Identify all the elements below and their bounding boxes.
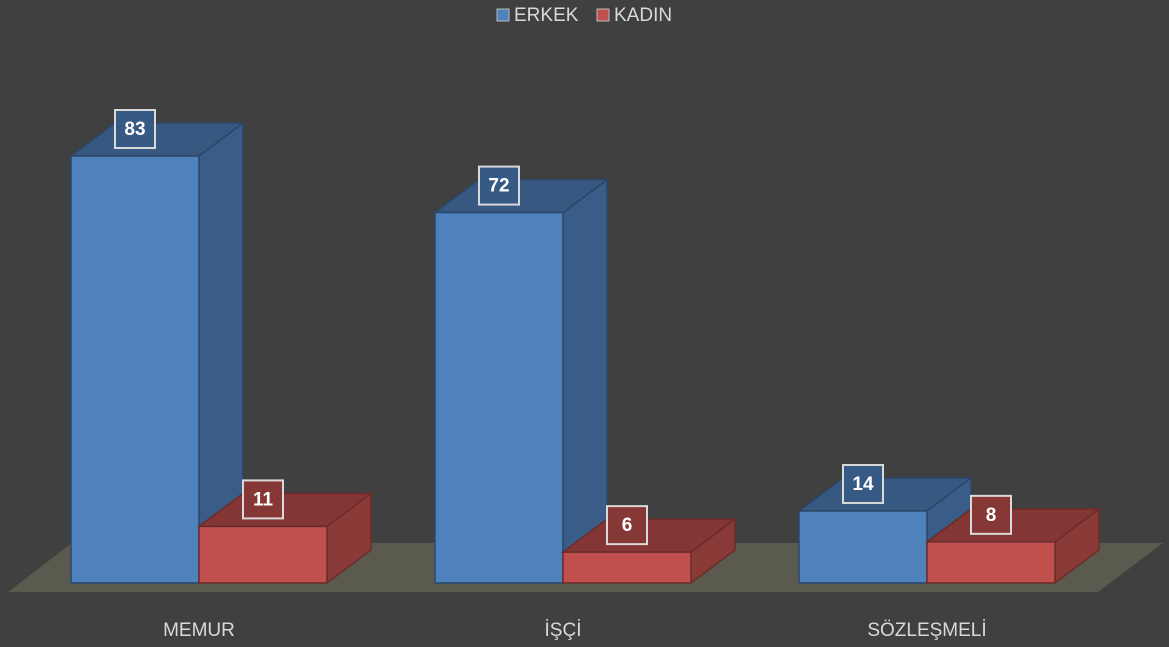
- bar-front: [198, 525, 328, 584]
- bar-side: [562, 178, 608, 585]
- bar: [196, 491, 374, 585]
- data-label-box: [606, 505, 648, 546]
- data-label: 11: [253, 489, 274, 510]
- bar-front: [798, 510, 928, 584]
- data-label-box: [114, 109, 156, 149]
- bar: [432, 178, 610, 585]
- data-label: 83: [124, 119, 145, 140]
- bar-front: [926, 541, 1056, 584]
- data-label-box: [478, 165, 520, 206]
- bar-front: [70, 155, 200, 584]
- x-tick-label: SÖZLEŞMELİ: [867, 620, 986, 641]
- bar: [68, 121, 246, 585]
- legend-swatch: [596, 8, 610, 22]
- data-label: 72: [488, 176, 509, 197]
- data-label: 8: [986, 505, 997, 526]
- bar-front: [434, 211, 564, 584]
- data-label-box: [970, 494, 1012, 535]
- bar-front: [562, 551, 692, 584]
- x-tick-label: İŞÇİ: [545, 620, 582, 641]
- legend-label: ERKEK: [514, 5, 579, 26]
- data-label-box: [242, 479, 284, 520]
- data-label-box: [842, 463, 884, 504]
- legend-swatch: [496, 8, 510, 22]
- data-label: 6: [622, 515, 633, 536]
- x-tick-label: MEMUR: [163, 620, 235, 641]
- legend-label: KADIN: [614, 5, 672, 26]
- data-label: 14: [852, 474, 874, 495]
